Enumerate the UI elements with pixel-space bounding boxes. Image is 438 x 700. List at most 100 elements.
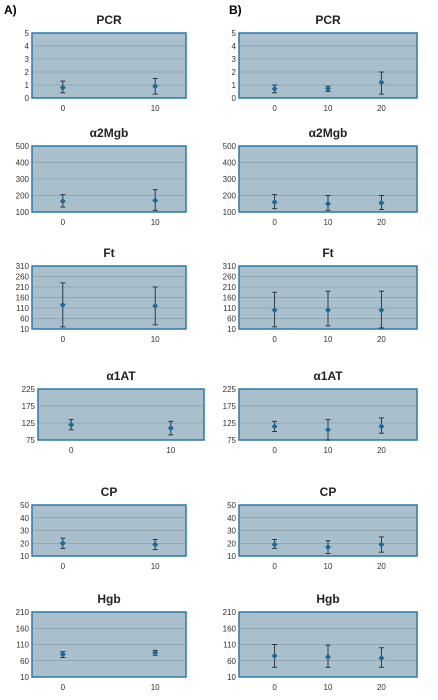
chart-b-cp-ytick-label: 10 bbox=[227, 552, 236, 561]
chart-a-pcr-plot-area bbox=[31, 32, 187, 99]
chart-a-alpha2mgb-data-point bbox=[152, 197, 159, 204]
chart-a-alpha2mgb-ytick-label: 500 bbox=[16, 142, 30, 151]
chart-a-ft-ytick-label: 260 bbox=[16, 273, 30, 282]
chart-a-alpha2mgb-data-point bbox=[59, 198, 66, 205]
chart-b-ft-data-point bbox=[325, 307, 331, 314]
chart-a-hgb-xtick-label: 10 bbox=[151, 683, 160, 692]
chart-b-ft-ytick-label: 60 bbox=[227, 315, 236, 324]
chart-b-alpha2mgb-data-point bbox=[325, 200, 331, 207]
chart-a-cp-ytick-label: 40 bbox=[20, 514, 29, 523]
chart-b-cp-xtick-label: 0 bbox=[272, 562, 277, 571]
chart-b-ft-xtick-label: 20 bbox=[377, 335, 386, 344]
chart-a-cp-ytick-label: 50 bbox=[20, 501, 29, 510]
chart-a-alpha2mgb-xtick-label: 0 bbox=[61, 218, 66, 227]
chart-b-alpha2mgb-title: α2Mgb bbox=[309, 126, 348, 140]
chart-b-cp-data-point bbox=[271, 541, 278, 548]
chart-a-alpha1at-ytick-label: 175 bbox=[22, 402, 36, 411]
chart-a-alpha2mgb-ytick-label: 300 bbox=[16, 175, 30, 184]
chart-b-cp-ytick-label: 40 bbox=[227, 514, 236, 523]
chart-b-ft-title: Ft bbox=[322, 246, 333, 260]
chart-a-pcr-data-point bbox=[152, 83, 159, 90]
chart-b-hgb-title: Hgb bbox=[316, 592, 339, 606]
chart-a-alpha2mgb-ytick-label: 200 bbox=[16, 192, 30, 201]
chart-b-hgb-xtick-label: 20 bbox=[377, 683, 386, 692]
chart-b-ft-xtick-label: 0 bbox=[272, 335, 277, 344]
chart-b-hgb-ytick-label: 160 bbox=[223, 624, 237, 633]
chart-b-pcr-data-point bbox=[325, 85, 331, 92]
chart-b-alpha1at-ytick-label: 125 bbox=[223, 419, 237, 428]
chart-b-alpha2mgb-ytick-label: 400 bbox=[223, 159, 237, 168]
chart-a-alpha1at-ytick-label: 125 bbox=[22, 419, 36, 428]
chart-b-alpha1at-data-point bbox=[271, 423, 278, 430]
chart-a-alpha1at-data-point bbox=[167, 425, 174, 432]
chart-a-alpha1at-ytick-label: 225 bbox=[22, 385, 36, 394]
chart-b-ft-ytick-label: 310 bbox=[223, 262, 237, 271]
chart-b-hgb-xtick-label: 0 bbox=[272, 683, 277, 692]
chart-a-pcr-xtick-label: 0 bbox=[61, 104, 66, 113]
chart-b-pcr-ytick-label: 5 bbox=[232, 29, 237, 38]
chart-b-ft-data-point bbox=[271, 307, 278, 314]
chart-a-pcr-data-point bbox=[59, 84, 66, 91]
chart-b-pcr-title: PCR bbox=[315, 13, 341, 27]
chart-a-hgb-data-point bbox=[59, 651, 66, 658]
chart-b-pcr-ytick-label: 0 bbox=[232, 94, 237, 103]
chart-a-cp-ytick-label: 10 bbox=[20, 552, 29, 561]
chart-b-alpha1at-ytick-label: 225 bbox=[223, 385, 237, 394]
chart-a-hgb-title: Hgb bbox=[97, 592, 120, 606]
chart-b-alpha2mgb-xtick-label: 0 bbox=[272, 218, 277, 227]
chart-b-cp-title: CP bbox=[320, 485, 337, 499]
chart-a-ft-ytick-label: 110 bbox=[16, 304, 29, 313]
chart-a-hgb-ytick-label: 60 bbox=[20, 657, 29, 666]
chart-b-alpha2mgb-xtick-label: 10 bbox=[324, 218, 333, 227]
chart-b-ft-ytick-label: 110 bbox=[223, 304, 236, 313]
chart-b-pcr-xtick-label: 20 bbox=[377, 104, 386, 113]
chart-b-pcr-xtick-label: 10 bbox=[324, 104, 333, 113]
chart-a-alpha1at-plot-area bbox=[37, 388, 205, 441]
chart-b-alpha2mgb-data-point bbox=[271, 199, 278, 206]
chart-a-alpha1at-data-point bbox=[68, 421, 75, 428]
chart-a-alpha1at-xtick-label: 0 bbox=[69, 446, 74, 455]
chart-b-alpha1at-ytick-label: 75 bbox=[227, 436, 236, 445]
chart-b-ft-ytick-label: 160 bbox=[223, 294, 237, 303]
chart-a-alpha1at-ytick-label: 75 bbox=[26, 436, 35, 445]
chart-a-ft-ytick-label: 310 bbox=[16, 262, 30, 271]
chart-a-pcr-xtick-label: 10 bbox=[151, 104, 160, 113]
chart-b-pcr-data-point bbox=[271, 85, 278, 92]
chart-a-alpha2mgb-ytick-label: 100 bbox=[16, 208, 30, 217]
chart-a-cp-data-point bbox=[152, 541, 159, 548]
chart-b-hgb-ytick-label: 10 bbox=[227, 673, 236, 682]
chart-a-alpha2mgb-xtick-label: 10 bbox=[151, 218, 160, 227]
chart-a-alpha1at-xtick-label: 10 bbox=[166, 446, 175, 455]
chart-a-cp-title: CP bbox=[101, 485, 118, 499]
chart-a-ft-title: Ft bbox=[103, 246, 114, 260]
chart-b-alpha1at-xtick-label: 10 bbox=[324, 446, 333, 455]
chart-a-alpha2mgb-ytick-label: 400 bbox=[16, 159, 30, 168]
chart-b-alpha2mgb-ytick-label: 300 bbox=[223, 175, 237, 184]
chart-a-alpha1at-title: α1AT bbox=[106, 369, 136, 383]
chart-a-pcr-ytick-label: 4 bbox=[25, 42, 30, 51]
chart-b-cp-data-point bbox=[378, 541, 385, 548]
chart-b-alpha2mgb-xtick-label: 20 bbox=[377, 218, 386, 227]
chart-a-hgb-xtick-label: 0 bbox=[61, 683, 66, 692]
chart-a-hgb-ytick-label: 210 bbox=[16, 608, 30, 617]
chart-b-alpha1at-ytick-label: 175 bbox=[223, 402, 237, 411]
chart-a-ft-xtick-label: 0 bbox=[61, 335, 66, 344]
chart-b-alpha1at-data-point bbox=[325, 426, 331, 433]
chart-a-hgb-ytick-label: 160 bbox=[16, 624, 30, 633]
chart-b-pcr-ytick-label: 3 bbox=[232, 55, 237, 64]
chart-b-alpha1at-xtick-label: 20 bbox=[377, 446, 386, 455]
chart-a-pcr-ytick-label: 0 bbox=[25, 94, 30, 103]
chart-b-alpha2mgb-ytick-label: 200 bbox=[223, 192, 237, 201]
chart-b-pcr-ytick-label: 1 bbox=[232, 81, 237, 90]
chart-b-cp-ytick-label: 20 bbox=[227, 539, 236, 548]
chart-a-pcr-ytick-label: 2 bbox=[25, 68, 30, 77]
chart-b-alpha1at-xtick-label: 0 bbox=[272, 446, 277, 455]
chart-b-ft-xtick-label: 10 bbox=[324, 335, 333, 344]
chart-b-pcr-ytick-label: 2 bbox=[232, 68, 237, 77]
chart-a-cp-ytick-label: 20 bbox=[20, 539, 29, 548]
chart-b-hgb-xtick-label: 10 bbox=[324, 683, 333, 692]
chart-b-ft-ytick-label: 10 bbox=[227, 325, 236, 334]
chart-a-ft-xtick-label: 10 bbox=[151, 335, 160, 344]
chart-b-hgb-ytick-label: 110 bbox=[223, 641, 236, 650]
